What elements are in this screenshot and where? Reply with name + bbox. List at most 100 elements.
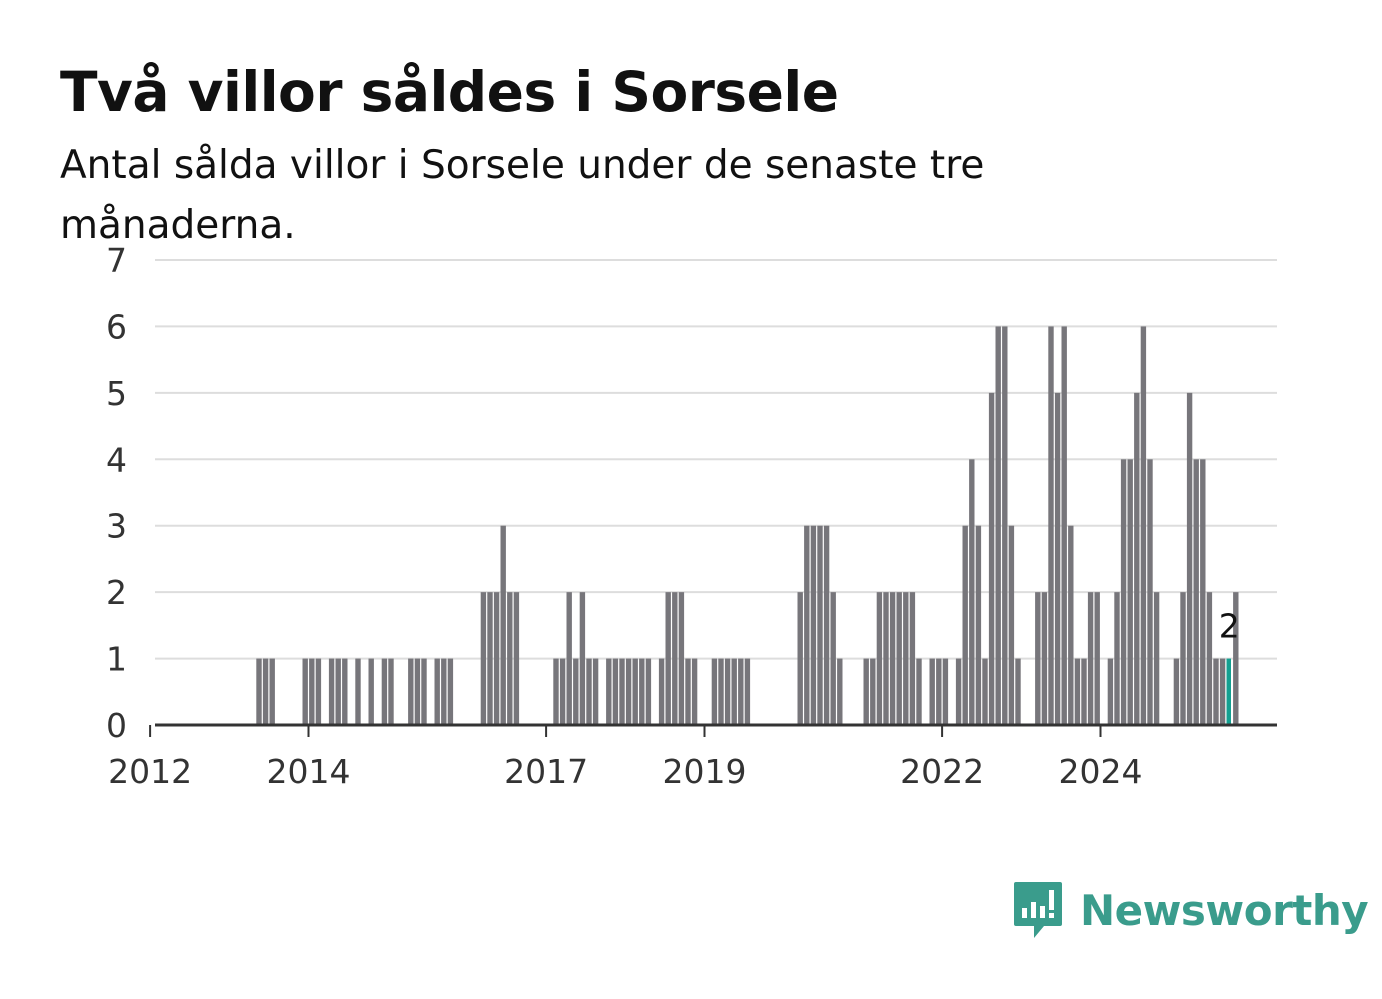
bar [566,592,572,725]
bar [1048,326,1054,725]
y-axis: 0 1 2 3 4 5 6 7 [106,241,127,745]
newsworthy-logo-icon [1014,882,1062,938]
bar [434,658,440,725]
bar [559,658,566,725]
bar [691,658,698,725]
data-labels: 2 [1219,607,1240,646]
bar [342,658,348,725]
bar [493,592,500,725]
bar [368,658,374,725]
bar [658,658,665,725]
bar [724,658,731,725]
bar [738,658,744,725]
bar [1173,658,1180,725]
bar [1213,658,1219,725]
bar [1002,326,1008,725]
bar [612,658,619,725]
bar [1068,525,1074,725]
bar [797,592,803,725]
bars [256,326,1239,725]
bar [1219,658,1226,725]
bar [388,658,394,725]
x-tick-label: 2019 [663,752,747,791]
bar [1134,392,1140,725]
y-tick-label: 3 [106,507,127,546]
bar [1193,459,1199,725]
bar [579,592,586,725]
x-tick-label: 2024 [1059,752,1143,791]
bar [441,658,447,725]
bar [513,592,520,725]
bar [381,658,388,725]
bar [830,592,836,725]
bar [870,658,876,725]
bar [995,326,1001,725]
highlight-data-label: 2 [1219,607,1240,646]
bar [955,658,962,725]
bar [804,525,810,725]
bar [1140,326,1147,725]
bar [896,592,902,725]
bar [823,525,830,725]
bar [315,658,322,725]
bar [1107,658,1114,725]
bar [639,658,645,725]
bar [335,658,341,725]
bar [573,658,579,725]
bar [1180,592,1186,725]
highlight-bar [1226,658,1231,725]
x-tick-label: 2017 [504,752,588,791]
bar [863,658,869,725]
y-tick-label: 4 [106,440,127,479]
bar [625,658,632,725]
bar [1074,658,1081,725]
bar [1015,658,1021,725]
bar [1081,658,1087,725]
bar [1035,592,1041,725]
bar [500,525,506,725]
bar [975,525,982,725]
bar [480,592,487,725]
bar [592,658,599,725]
y-tick-label: 6 [106,307,127,346]
y-tick-label: 2 [106,573,127,612]
bar [711,658,718,725]
bar [408,658,414,725]
bar [1054,392,1061,725]
bar [942,658,949,725]
bar [421,658,427,725]
chart-subtitle: Antal sålda villor i Sorsele under de se… [60,143,985,248]
bar [883,592,889,725]
bar [632,658,638,725]
y-tick-label: 0 [106,706,127,745]
bar [731,658,737,725]
bar [1127,459,1133,725]
bar [269,658,275,725]
bar [447,658,454,725]
bar [718,658,724,725]
bar [1233,592,1239,725]
x-tick-label: 2012 [108,752,192,791]
bar [909,592,916,725]
newsworthy-logo[interactable]: Newsworthy [1012,880,1369,940]
bar [256,658,262,725]
bar [1008,525,1015,725]
bar [678,592,685,725]
bar [309,658,315,725]
bar [988,392,995,725]
bar [1114,592,1120,725]
bar [889,592,896,725]
bar [1200,459,1206,725]
bar [1041,592,1048,725]
bar [916,658,922,725]
chart-title: Två villor såldes i Sorsele [60,60,839,124]
bar [1153,592,1160,725]
bar [903,592,909,725]
bar [929,658,935,725]
bar [962,525,968,725]
y-tick-label: 7 [106,241,127,280]
bar [328,658,335,725]
x-tick-label: 2022 [900,752,984,791]
bar [665,592,671,725]
